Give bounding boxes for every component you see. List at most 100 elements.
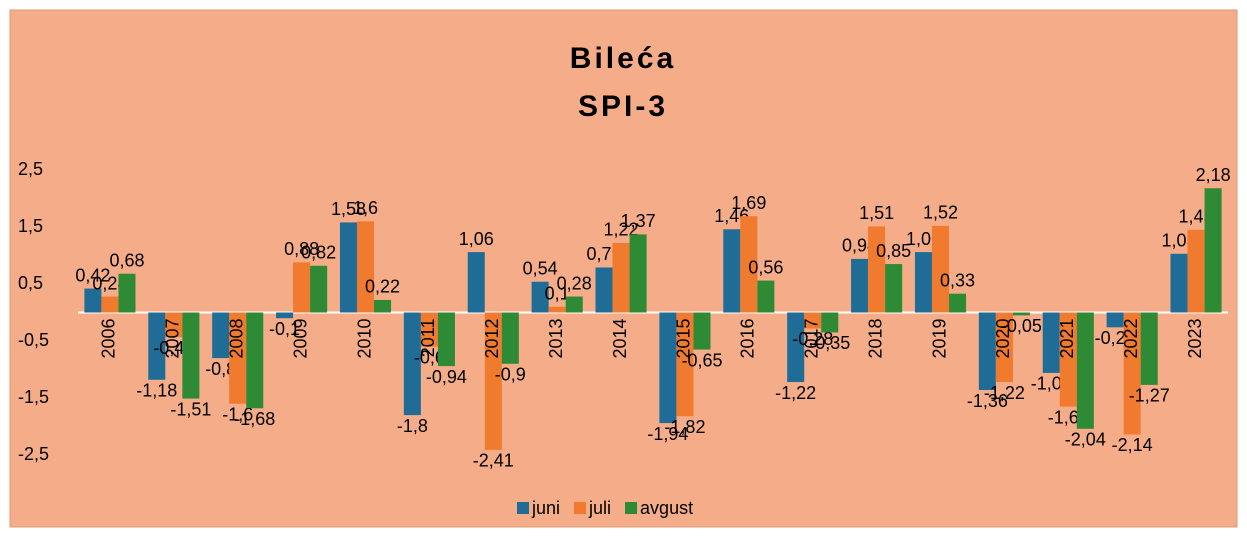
bar xyxy=(229,312,247,404)
bar xyxy=(612,242,630,313)
bar xyxy=(995,312,1013,383)
x-tick-label: 2011 xyxy=(418,319,438,358)
bar xyxy=(403,312,421,416)
data-label: 1,6 xyxy=(353,198,378,218)
data-label: -1,68 xyxy=(234,409,275,429)
x-tick-label: 2007 xyxy=(163,319,183,359)
x-tick-label: 2010 xyxy=(354,319,374,359)
bar xyxy=(787,312,805,383)
bar xyxy=(595,267,613,313)
bar xyxy=(757,280,775,313)
x-tick-label: 2019 xyxy=(929,319,949,359)
data-label: -0,28 xyxy=(792,329,833,349)
data-label: 0,28 xyxy=(557,273,592,293)
data-label: -0,65 xyxy=(681,350,722,370)
data-label: -1,22 xyxy=(775,383,816,403)
x-tick-label: 2017 xyxy=(801,319,821,359)
bar xyxy=(467,252,485,313)
legend-label: avgust xyxy=(640,498,693,518)
data-label: 0,1 xyxy=(545,284,570,304)
y-tick-label: -2,5 xyxy=(18,444,49,464)
bar xyxy=(1076,312,1094,429)
data-label: 0,88 xyxy=(284,239,319,259)
x-tick-label: 2015 xyxy=(674,319,694,359)
bar xyxy=(851,258,869,313)
bar xyxy=(420,312,438,347)
data-label: -0,1 xyxy=(269,319,300,339)
bar xyxy=(565,296,583,313)
data-label: 0,54 xyxy=(523,258,558,278)
y-tick-label: 0,5 xyxy=(18,273,43,293)
bar xyxy=(1012,312,1030,316)
bar xyxy=(629,234,647,313)
bar xyxy=(293,262,311,313)
x-tick-label: 2014 xyxy=(610,319,630,359)
bar xyxy=(356,221,375,313)
data-label: -1,82 xyxy=(664,417,705,437)
data-label: -1,22 xyxy=(984,383,1025,403)
bar xyxy=(246,312,264,409)
bar xyxy=(1140,312,1158,385)
bar xyxy=(821,312,839,333)
bar xyxy=(437,312,455,367)
y-tick-label: 2,5 xyxy=(18,159,43,179)
bar xyxy=(1123,312,1141,435)
data-label: -1,51 xyxy=(170,399,211,419)
bar xyxy=(531,281,549,313)
data-label: 2,18 xyxy=(1196,165,1231,185)
data-label: -1,8 xyxy=(397,416,428,436)
data-label: -0,8 xyxy=(205,359,236,379)
data-label: -1,27 xyxy=(1129,386,1170,406)
legend-label: juli xyxy=(588,498,611,518)
legend-swatch xyxy=(625,502,638,514)
bar xyxy=(339,222,357,313)
data-label: 0,33 xyxy=(940,270,975,290)
bar xyxy=(676,312,694,417)
data-label: -0,9 xyxy=(495,365,526,385)
bar xyxy=(740,216,758,313)
chart-title: Bileća xyxy=(570,42,676,75)
data-label: 0,22 xyxy=(365,277,400,297)
bar xyxy=(148,312,166,380)
bar xyxy=(1059,312,1077,407)
bar xyxy=(885,264,903,313)
data-label: -0,35 xyxy=(809,333,850,353)
y-tick-label: -1,5 xyxy=(18,387,49,407)
x-tick-label: 2023 xyxy=(1185,319,1205,359)
chart-title: SPI-3 xyxy=(578,90,668,123)
bar xyxy=(212,312,230,359)
x-tick-label: 2006 xyxy=(99,319,119,359)
bar xyxy=(723,229,741,313)
data-label: -0,6 xyxy=(414,347,445,367)
x-tick-label: 2009 xyxy=(290,319,310,359)
x-tick-label: 2012 xyxy=(482,319,502,359)
y-tick-label: -0,5 xyxy=(18,330,49,350)
data-label: -1,94 xyxy=(647,424,688,444)
data-label: -2,41 xyxy=(473,451,514,471)
bar xyxy=(548,306,566,313)
bar xyxy=(310,265,328,313)
data-label: -1,18 xyxy=(136,381,177,401)
x-tick-label: 2022 xyxy=(1121,319,1141,359)
data-label: 0,85 xyxy=(876,241,911,261)
bar xyxy=(165,312,183,338)
bar xyxy=(1187,229,1205,313)
bar xyxy=(978,312,996,391)
data-label: 1,52 xyxy=(923,203,958,223)
bar xyxy=(484,312,502,450)
bar xyxy=(118,273,136,313)
data-label: -1,6 xyxy=(222,404,253,424)
bar xyxy=(868,226,886,313)
data-label: -0,94 xyxy=(426,367,467,387)
data-label: 1,37 xyxy=(621,211,656,231)
data-label: 1,69 xyxy=(731,193,766,213)
bar xyxy=(659,312,677,424)
bar xyxy=(182,312,200,399)
x-tick-label: 2021 xyxy=(1057,319,1077,359)
bar xyxy=(1170,253,1188,313)
bar xyxy=(949,293,967,313)
data-label: 0,82 xyxy=(301,243,336,263)
x-tick-label: 2013 xyxy=(546,319,566,359)
bar xyxy=(276,312,294,319)
